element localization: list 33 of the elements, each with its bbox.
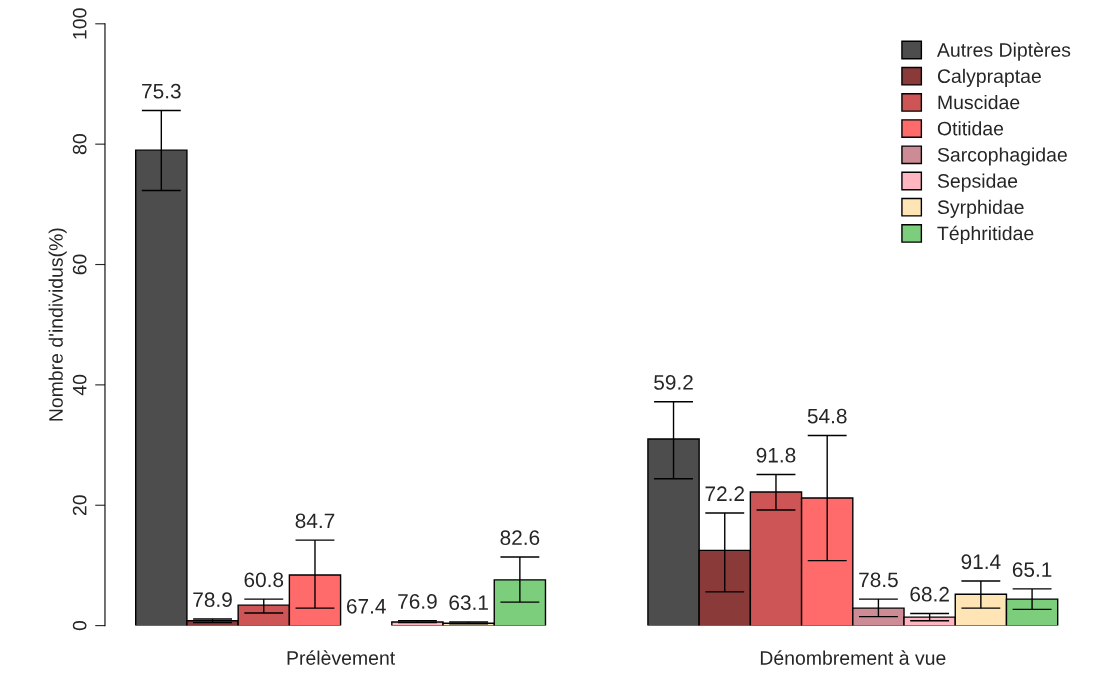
annotation: 67.4 [346,598,386,614]
y-tick-label: 20 [72,495,87,516]
annotation: 82.6 [500,530,540,546]
legend-label: Téphritidae [937,225,1034,245]
y-tick-label: 100 [72,8,87,39]
annotation: 68.2 [910,586,949,602]
annotation: 72.2 [705,486,744,501]
annotation: 59.2 [654,375,693,390]
y-tick-label: 60 [72,254,87,275]
y-tick-label: 40 [72,374,87,396]
annotation: 65.1 [1012,562,1052,577]
x-tick-label: Dénombrement à vue [760,650,946,665]
legend-label: Autres Diptères [936,42,1071,61]
y-axis-title: Nombre d'individus(%) [48,228,67,421]
legend-label: Calypraptae [937,68,1041,87]
legend-label: Otitidae [937,121,1004,136]
annotation: 54.8 [807,408,847,424]
annotation: 91.4 [961,554,1001,570]
annotation: 63.1 [449,595,488,611]
y-tick-label: 0 [72,620,87,631]
annotation: 91.8 [756,447,796,463]
annotation: 60.8 [244,572,284,588]
annotation: 76.9 [398,594,437,609]
x-tick-label: Prélèvement [287,650,396,665]
annotation: 84.7 [295,513,335,529]
annotation: 75.3 [142,83,181,99]
legend-label: Sarcophagidae [937,147,1067,166]
annotation: 78.9 [193,592,232,608]
legend-label: Syrphidae [937,199,1024,218]
y-tick-label: 80 [72,134,87,155]
annotation: 78.5 [859,572,898,588]
legend-label: Sepsidae [937,173,1018,192]
legend-label: Muscidae [938,94,1020,110]
